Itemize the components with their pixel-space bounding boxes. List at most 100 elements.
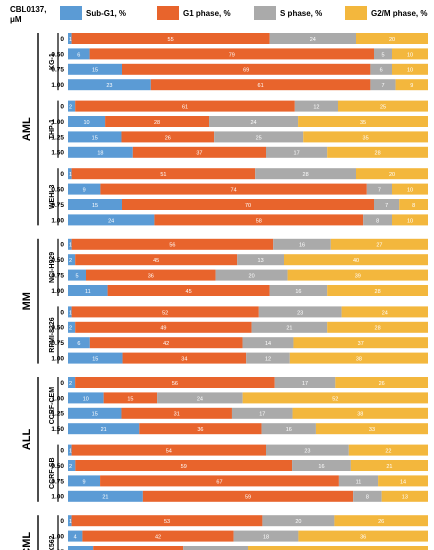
bar-segment-AML-WEHI-3-0.75-s0	[68, 199, 122, 210]
bar-value-label: 15	[92, 68, 98, 74]
bar-segment-MM-NCI-H929-0-s2	[273, 238, 331, 250]
bar-value-label: 6	[77, 52, 80, 58]
bar-value-label: 54	[166, 449, 172, 455]
dose-label: 0	[60, 309, 64, 316]
bar-segment-MM-RPMI-8226-0.50-s1	[75, 321, 252, 333]
bar-segment-MM-NCI-H929-0.50-s3	[284, 254, 428, 266]
bar-value-label: 35	[363, 135, 369, 141]
bar-segment-ALL-CCRF-CEM-0-s3	[335, 377, 428, 388]
bar-segment-AML-WEHI-3-1.00-s1	[154, 214, 364, 226]
bar-value-label: 16	[295, 289, 301, 295]
bar-value-label: 49	[160, 326, 166, 332]
bar-value-label: 2	[69, 381, 72, 387]
bar-value-label: 20	[295, 519, 301, 525]
bar-segment-ALL-CCRF-SB-1.00-s0	[68, 490, 143, 502]
bar-value-label: 21	[286, 326, 292, 332]
bar-value-label: 27	[376, 243, 382, 249]
bar-segment-ALL-CCRF-CEM-1.25-s1	[121, 407, 232, 419]
bar-segment-MM-RPMI-8226-0-s1	[71, 306, 259, 318]
bar-value-label: 45	[186, 289, 192, 295]
legend-swatch-0	[60, 6, 82, 20]
bar-value-label: 9	[83, 188, 86, 194]
bar-value-label: 5	[381, 52, 384, 58]
bar-segment-ALL-CCRF-SB-0.75-s1	[100, 475, 339, 487]
bar-segment-AML-KG-1-0-s1	[71, 33, 270, 44]
bar-segment-MM-RPMI-8226-1.00-s2	[246, 352, 290, 364]
cell-line-label: CCRF-CEM	[49, 387, 56, 424]
bar-value-label: 79	[229, 52, 235, 58]
bar-segment-AML-THP-1-1.25-s1	[121, 131, 215, 143]
bar-value-label: 35	[360, 120, 366, 126]
bar-segment-AML-WEHI-3-0.75-s1	[122, 199, 374, 210]
bar-segment-CML-K562-1.25-s3	[248, 546, 428, 550]
bar-segment-MM-NCI-H929-1.00-s3	[327, 285, 428, 296]
bar-segment-AML-KG-1-0.75-s2	[370, 63, 392, 75]
bar-segment-AML-KG-1-0-s0	[68, 33, 72, 44]
bar-segment-AML-THP-1-0-s1	[75, 100, 295, 112]
bar-segment-AML-KG-1-0-s3	[356, 33, 428, 44]
bar-value-label: 55	[168, 37, 174, 43]
bar-value-label: 61	[182, 105, 188, 111]
unit-label-line-2: μM	[10, 15, 22, 24]
bar-value-label: 18	[263, 535, 269, 541]
bar-value-label: 24	[310, 37, 316, 43]
bar-value-label: 38	[356, 357, 362, 363]
bar-segment-ALL-CCRF-CEM-0-s0	[68, 377, 76, 388]
bar-value-label: 13	[258, 258, 264, 264]
bar-segment-AML-WEHI-3-0-s1	[71, 168, 256, 180]
bar-segment-ALL-CCRF-SB-1.00-s1	[142, 490, 354, 502]
bar-segment-AML-KG-1-0.75-s1	[122, 63, 371, 75]
bar-segment-MM-NCI-H929-0.75-s1	[86, 269, 216, 281]
bar-segment-MM-RPMI-8226-0.50-s0	[68, 321, 76, 333]
bar-value-label: 9	[83, 479, 86, 485]
bar-segment-CML-K562-1.00-s1	[82, 530, 234, 542]
bar-segment-ALL-CCRF-SB-0.75-s3	[378, 475, 428, 487]
bar-value-label: 59	[181, 464, 187, 470]
bar-segment-AML-WEHI-3-0.50-s2	[366, 183, 392, 195]
bar-value-label: 42	[155, 535, 161, 541]
bar-value-label: 2	[69, 326, 72, 332]
bar-segment-ALL-CCRF-SB-0-s1	[71, 444, 266, 456]
bar-value-label: 8	[376, 218, 379, 224]
bar-value-label: 23	[297, 310, 303, 316]
bar-segment-ALL-CCRF-CEM-1.00-s1	[103, 392, 158, 404]
bar-value-label: 2	[69, 105, 72, 111]
cell-line-label: WEHI-3	[49, 184, 56, 209]
bar-segment-CML-K562-0-s1	[71, 515, 263, 527]
bar-segment-AML-KG-1-1.00-s1	[150, 79, 371, 91]
bar-value-label: 25	[256, 135, 262, 141]
legend-label-0: Sub-G1, %	[86, 9, 126, 18]
bar-value-label: 1	[69, 519, 72, 525]
bar-segment-MM-NCI-H929-0-s1	[71, 238, 274, 250]
bar-segment-MM-RPMI-8226-0.75-s1	[89, 337, 243, 349]
bar-value-label: 7	[381, 83, 384, 89]
bar-segment-ALL-CCRF-CEM-1.25-s2	[231, 407, 293, 419]
cell-line-label: RPMI-8226	[49, 317, 56, 353]
bar-value-label: 67	[216, 479, 222, 485]
bar-value-label: 14	[265, 341, 271, 347]
cell-line-label: CCRF-SB	[49, 457, 56, 489]
bar-value-label: 38	[357, 412, 363, 418]
bar-value-label: 4	[74, 535, 77, 541]
bar-value-label: 10	[407, 218, 413, 224]
bar-segment-ALL-CCRF-SB-0-s2	[266, 444, 349, 456]
bar-segment-CML-K562-1.25-s2	[183, 546, 248, 550]
bar-segment-ALL-CCRF-SB-1.00-s2	[353, 490, 382, 502]
bar-value-label: 23	[106, 83, 112, 89]
bar-segment-MM-RPMI-8226-0.50-s3	[327, 321, 428, 333]
bar-value-label: 31	[174, 412, 180, 418]
bar-value-label: 8	[366, 495, 369, 501]
bar-segment-ALL-CCRF-CEM-1.50-s2	[261, 423, 316, 435]
bar-value-label: 8	[412, 203, 415, 209]
bar-segment-ALL-CCRF-SB-1.00-s3	[381, 490, 428, 502]
dose-label: 0	[60, 518, 64, 525]
legend-label-2: S phase, %	[280, 9, 322, 18]
bar-value-label: 11	[85, 289, 91, 295]
bar-segment-AML-THP-1-1.00-s3	[298, 116, 428, 127]
bar-segment-AML-THP-1-1.00-s1	[105, 116, 210, 127]
bar-segment-AML-WEHI-3-0.50-s0	[68, 183, 101, 195]
bar-value-label: 26	[378, 519, 384, 525]
bar-value-label: 26	[379, 381, 385, 387]
bar-segment-MM-NCI-H929-0.75-s3	[287, 269, 428, 281]
